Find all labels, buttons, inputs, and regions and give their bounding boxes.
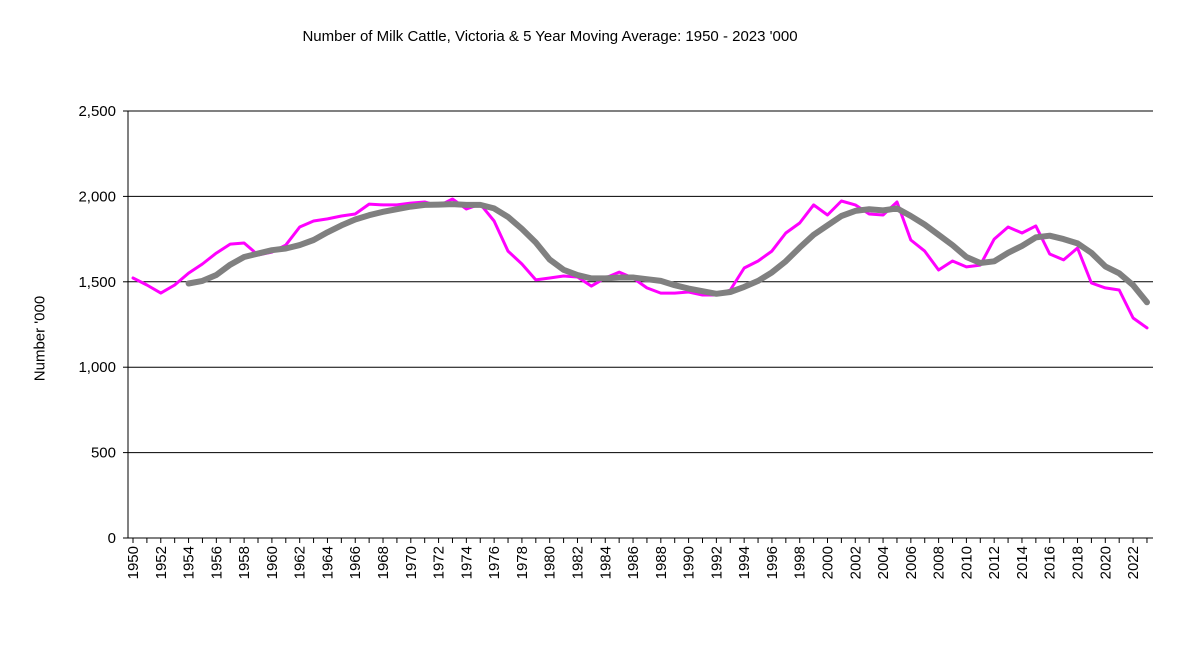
x-tick-label: 2012 (986, 546, 1003, 579)
x-tick-label: 2014 (1014, 546, 1031, 579)
x-tick-label: 1988 (653, 546, 670, 579)
x-tick-label: 1978 (514, 546, 531, 579)
x-tick-label: 1960 (264, 546, 281, 579)
x-tick-label: 1974 (458, 546, 475, 579)
x-tick-label: 1962 (292, 546, 309, 579)
x-tick-label: 2004 (875, 546, 892, 579)
x-tick-label: 1992 (708, 546, 725, 579)
x-tick-label: 2016 (1042, 546, 1059, 579)
x-tick-label: 1998 (792, 546, 809, 579)
chart-title: Number of Milk Cattle, Victoria & 5 Year… (302, 28, 798, 45)
x-tick-label: 2006 (903, 546, 920, 579)
x-tick-label: 1986 (625, 546, 642, 579)
y-tick-label: 500 (91, 445, 116, 462)
x-tick-label: 2000 (820, 546, 837, 579)
x-tick-label: 1990 (681, 546, 698, 579)
x-tick-label: 1970 (403, 546, 420, 579)
y-tick-label: 1,000 (78, 359, 116, 376)
x-tick-label: 2022 (1125, 546, 1142, 579)
x-tick-label: 2010 (958, 546, 975, 579)
y-tick-label: 1,500 (78, 274, 116, 291)
x-tick-label: 2002 (847, 546, 864, 579)
x-tick-label: 1976 (486, 546, 503, 579)
y-tick-label: 2,000 (78, 188, 116, 205)
x-tick-label: 1972 (431, 546, 448, 579)
x-tick-label: 1958 (236, 546, 253, 579)
x-tick-label: 2008 (931, 546, 948, 579)
x-tick-label: 1952 (153, 546, 170, 579)
x-tick-label: 2018 (1070, 546, 1087, 579)
x-tick-label: 1968 (375, 546, 392, 579)
x-tick-label: 1964 (319, 546, 336, 579)
y-tick-label: 0 (108, 530, 116, 547)
x-tick-label: 1966 (347, 546, 364, 579)
x-tick-label: 1954 (181, 546, 198, 579)
x-tick-label: 1994 (736, 546, 753, 579)
x-tick-label: 1996 (764, 546, 781, 579)
series-line-milk-cattle (131, 197, 1149, 330)
x-tick-label: 1980 (542, 546, 559, 579)
x-tick-label: 1982 (569, 546, 586, 579)
x-tick-label: 2020 (1097, 546, 1114, 579)
series-line-moving-average (185, 201, 1150, 306)
y-tick-label: 2,500 (78, 103, 116, 120)
x-tick-label: 1984 (597, 546, 614, 579)
x-tick-label: 1956 (208, 546, 225, 579)
x-tick-label: 1950 (125, 546, 142, 579)
